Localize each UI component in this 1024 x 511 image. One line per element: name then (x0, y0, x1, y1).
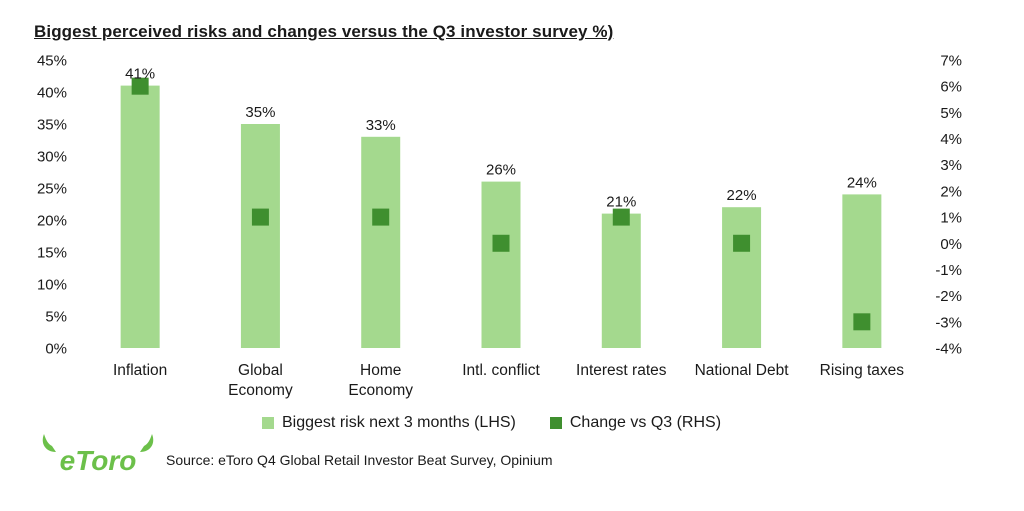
left-tick-label: 45% (37, 53, 67, 70)
right-tick-label: 0% (940, 236, 962, 253)
left-tick-label: 25% (37, 181, 67, 198)
right-tick-label: -4% (935, 341, 962, 358)
right-tick-label: 2% (940, 183, 962, 200)
left-tick-label: 30% (37, 149, 67, 166)
right-tick-label: 7% (940, 53, 962, 70)
left-tick-label: 10% (37, 277, 67, 294)
bar (722, 207, 762, 348)
right-tick-label: -3% (935, 314, 962, 331)
data-label: 33% (366, 117, 396, 134)
legend-swatch-marker (549, 417, 562, 429)
bar (120, 85, 160, 348)
right-tick-label: -1% (935, 262, 962, 279)
legend-item-bars: Biggest risk next 3 months (LHS) (262, 414, 516, 432)
left-axis: 0% 5% 10% 15% 20% 25% 30% 35% 40% 45% (37, 53, 67, 358)
x-axis-labels: Inflation Global Economy Home Economy Intl. c… (113, 362, 904, 399)
legend-swatch-bar (262, 417, 274, 429)
marker-series (131, 77, 871, 331)
legend-item-markers: Change vs Q3 (RHS) (549, 414, 722, 432)
legend-label-bars: Biggest risk next 3 months (LHS) (282, 414, 516, 431)
left-tick-label: 15% (37, 245, 67, 262)
x-tick-label: Economy (348, 382, 413, 399)
legend-label-markers: Change vs Q3 (RHS) (569, 414, 722, 431)
x-tick-label: Global (238, 362, 283, 379)
chart-title: Biggest perceived risks and changes vers… (34, 22, 614, 41)
right-tick-label: 5% (940, 105, 962, 122)
marker-point (612, 208, 630, 226)
x-tick-label: Inflation (113, 362, 167, 379)
data-label: 35% (245, 104, 275, 121)
data-label: 22% (727, 187, 757, 204)
marker-point (251, 208, 269, 226)
bar (240, 124, 280, 348)
x-tick-label: National Debt (695, 362, 790, 379)
left-tick-label: 5% (45, 309, 67, 326)
x-tick-label: Intl. conflict (462, 362, 540, 379)
x-tick-label: Economy (228, 382, 293, 399)
marker-point (733, 234, 751, 252)
bar (601, 213, 641, 348)
right-tick-label: 4% (940, 131, 962, 148)
x-tick-label: Home (360, 362, 401, 379)
etoro-logo: eToro (38, 430, 158, 485)
left-tick-label: 35% (37, 117, 67, 134)
bar (481, 181, 521, 348)
marker-point (492, 234, 510, 252)
right-axis: -4% -3% -2% -1% 0% 1% 2% 3% 4% 5% 6% 7% (935, 53, 962, 358)
marker-point (131, 77, 149, 95)
data-label: 21% (606, 194, 636, 211)
legend: Biggest risk next 3 months (LHS) Change … (262, 414, 755, 432)
left-tick-label: 0% (45, 341, 67, 358)
data-label: 41% (125, 66, 155, 83)
data-labels: 41% 35% 33% 26% 21% 22% 24% (125, 66, 877, 211)
logo-wordmark: eToro (60, 445, 137, 476)
source-note: Source: eToro Q4 Global Retail Investor … (166, 452, 553, 468)
x-tick-label: Rising taxes (820, 362, 905, 379)
left-tick-label: 40% (37, 85, 67, 102)
bar (361, 136, 401, 348)
bar-series (120, 85, 882, 348)
data-label: 26% (486, 162, 516, 179)
right-tick-label: -2% (935, 288, 962, 305)
right-tick-label: 1% (940, 210, 962, 227)
marker-point (372, 208, 390, 226)
left-tick-label: 20% (37, 213, 67, 230)
data-label: 24% (847, 174, 877, 191)
right-tick-label: 6% (940, 79, 962, 96)
right-tick-label: 3% (940, 157, 962, 174)
marker-point (853, 313, 871, 331)
x-tick-label: Interest rates (576, 362, 667, 379)
